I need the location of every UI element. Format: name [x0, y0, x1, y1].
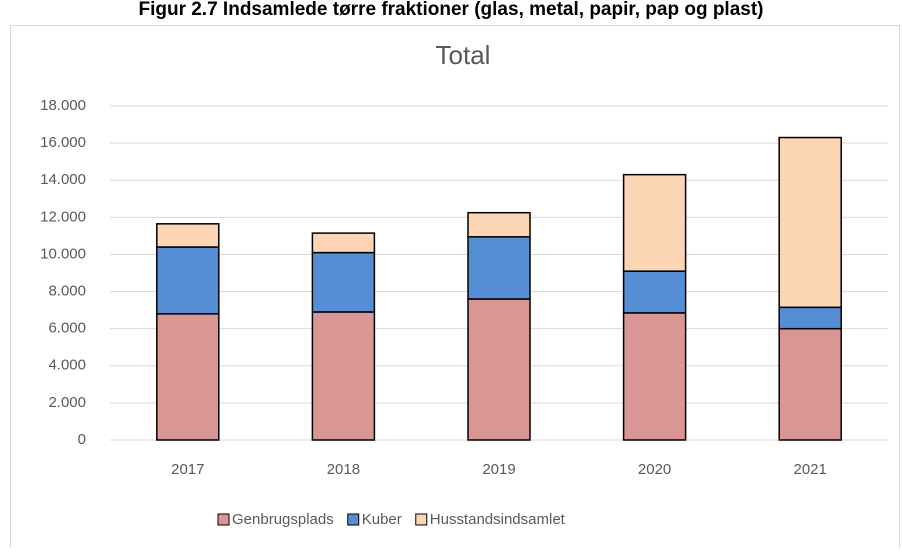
y-tick-label: 0	[78, 431, 86, 448]
bar-segment	[156, 313, 220, 441]
x-tick-label: 2018	[327, 461, 360, 478]
y-tick-label: 6.000	[48, 320, 86, 337]
bar-segment	[778, 327, 842, 441]
bar-segment	[156, 223, 220, 248]
y-tick-label: 16.000	[40, 134, 86, 151]
y-tick-label: 14.000	[40, 171, 86, 188]
figure-heading: Figur 2.7 Indsamlede tørre fraktioner (g…	[138, 0, 763, 20]
legend-label: Husstandsindsamlet	[430, 511, 566, 528]
x-tick-label: 2021	[794, 461, 827, 478]
bar-segment	[467, 236, 531, 300]
bar-segment	[311, 311, 376, 441]
bar-segment	[778, 306, 842, 330]
bar-segment	[778, 136, 842, 309]
y-tick-label: 2.000	[48, 394, 86, 411]
bar-segment	[311, 251, 376, 313]
x-tick-label: 2020	[638, 461, 671, 478]
bar-segment	[311, 232, 376, 254]
legend-swatch	[415, 513, 428, 526]
y-tick-label: 18.000	[40, 97, 86, 114]
chart-title: Total	[436, 40, 491, 70]
y-tick-label: 12.000	[40, 208, 86, 225]
bar-segment	[467, 211, 531, 238]
y-tick-label: 4.000	[48, 357, 86, 374]
legend-label: Kuber	[362, 511, 402, 528]
bar-segment	[622, 312, 687, 441]
y-tick-label: 10.000	[40, 245, 86, 262]
legend-swatch	[347, 513, 360, 526]
bar-segment	[156, 246, 220, 315]
bar-segment	[467, 298, 531, 441]
x-tick-label: 2017	[171, 461, 204, 478]
legend-swatch	[217, 513, 230, 526]
y-tick-label: 8.000	[48, 283, 86, 300]
bar-segment	[622, 173, 687, 272]
x-tick-label: 2019	[482, 461, 515, 478]
legend-label: Genbrugsplads	[232, 511, 334, 528]
chart-border	[10, 25, 900, 553]
bar-segment	[622, 270, 687, 314]
